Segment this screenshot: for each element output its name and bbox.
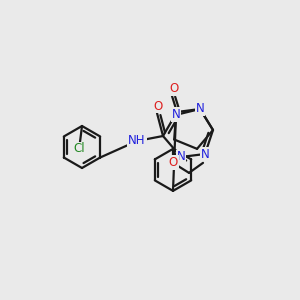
Text: Cl: Cl <box>73 142 85 155</box>
Text: N: N <box>172 108 180 122</box>
Text: N: N <box>201 148 209 160</box>
Text: O: O <box>169 82 178 95</box>
Text: O: O <box>153 100 163 112</box>
Text: NH: NH <box>128 134 146 148</box>
Text: N: N <box>196 103 204 116</box>
Text: N: N <box>177 151 185 164</box>
Text: O: O <box>168 156 178 170</box>
